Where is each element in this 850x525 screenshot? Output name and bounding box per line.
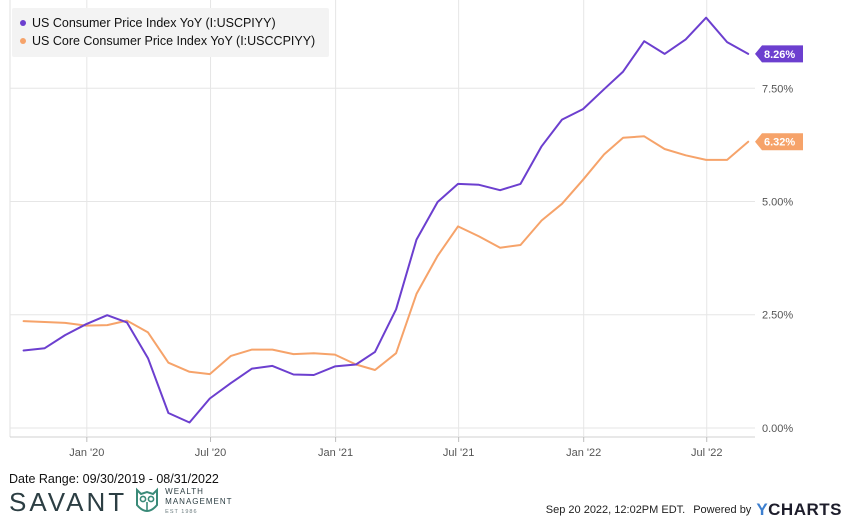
powered-by-text: Powered by — [693, 504, 752, 516]
legend-item-cpi[interactable]: US Consumer Price Index YoY (I:USCPIYY) — [20, 14, 315, 32]
x-tick-label: Jul '20 — [195, 447, 226, 459]
logo-line-est: EST 1986 — [165, 509, 198, 515]
legend-item-core-cpi[interactable]: US Core Consumer Price Index YoY (I:USCC… — [20, 32, 315, 50]
y-tick-label: 7.50% — [762, 83, 793, 95]
ycharts-logo-y: Y — [756, 500, 769, 519]
date-range: Date Range: 09/30/2019 - 08/31/2022 — [9, 472, 219, 486]
legend-label-cpi: US Consumer Price Index YoY (I:USCPIYY) — [32, 16, 276, 30]
legend-dot-cpi — [20, 20, 26, 26]
ycharts-logo-rest: CHARTS — [768, 500, 842, 519]
logo-subtext: WEALTH MANAGEMENT EST 1986 — [165, 487, 232, 517]
x-tick-label: Jul '21 — [443, 447, 474, 459]
series-line-cpi — [22, 16, 750, 424]
series-line-core-cpi — [22, 135, 750, 376]
logo-line-management: MANAGEMENT — [165, 497, 233, 506]
last-value-tag-core-cpi — [755, 133, 803, 151]
savant-logo: SAVANT WEALTH MANAGEMENT EST 1986 — [9, 487, 233, 517]
timestamp: Sep 20 2022, 12:02PM EDT. — [545, 504, 686, 516]
last-value-label-core-cpi: 6.32% — [764, 137, 795, 149]
x-tick-label: Jan '21 — [318, 447, 353, 459]
logo-wordmark: SAVANT — [9, 487, 128, 517]
owl-logo-icon — [136, 487, 159, 512]
y-tick-label: 5.00% — [762, 197, 793, 209]
y-tick-label: 0.00% — [762, 423, 793, 435]
legend-label-core-cpi: US Core Consumer Price Index YoY (I:USCC… — [32, 34, 316, 48]
legend-dot-core-cpi — [20, 38, 26, 44]
x-tick-label: Jan '22 — [566, 447, 601, 459]
y-tick-label: 2.50% — [762, 310, 793, 322]
cpi-line-chart: 0.00% 2.50% 5.00% 7.50% Jan '20 Jul '20 Jan '2… — [9, 0, 803, 459]
chart-legend: US Consumer Price Index YoY (I:USCPIYY) … — [12, 8, 330, 57]
ycharts-logo[interactable]: YCHARTS — [756, 500, 842, 520]
x-tick-label: Jan '20 — [69, 447, 104, 459]
last-value-tag-cpi — [755, 45, 803, 63]
footer-attribution: Sep 20 2022, 12:02PM EDT. Powered by YCH… — [546, 500, 842, 520]
x-tick-label: Jul '22 — [691, 447, 722, 459]
logo-line-wealth: WEALTH — [165, 487, 204, 496]
last-value-label-cpi: 8.26% — [764, 49, 795, 61]
